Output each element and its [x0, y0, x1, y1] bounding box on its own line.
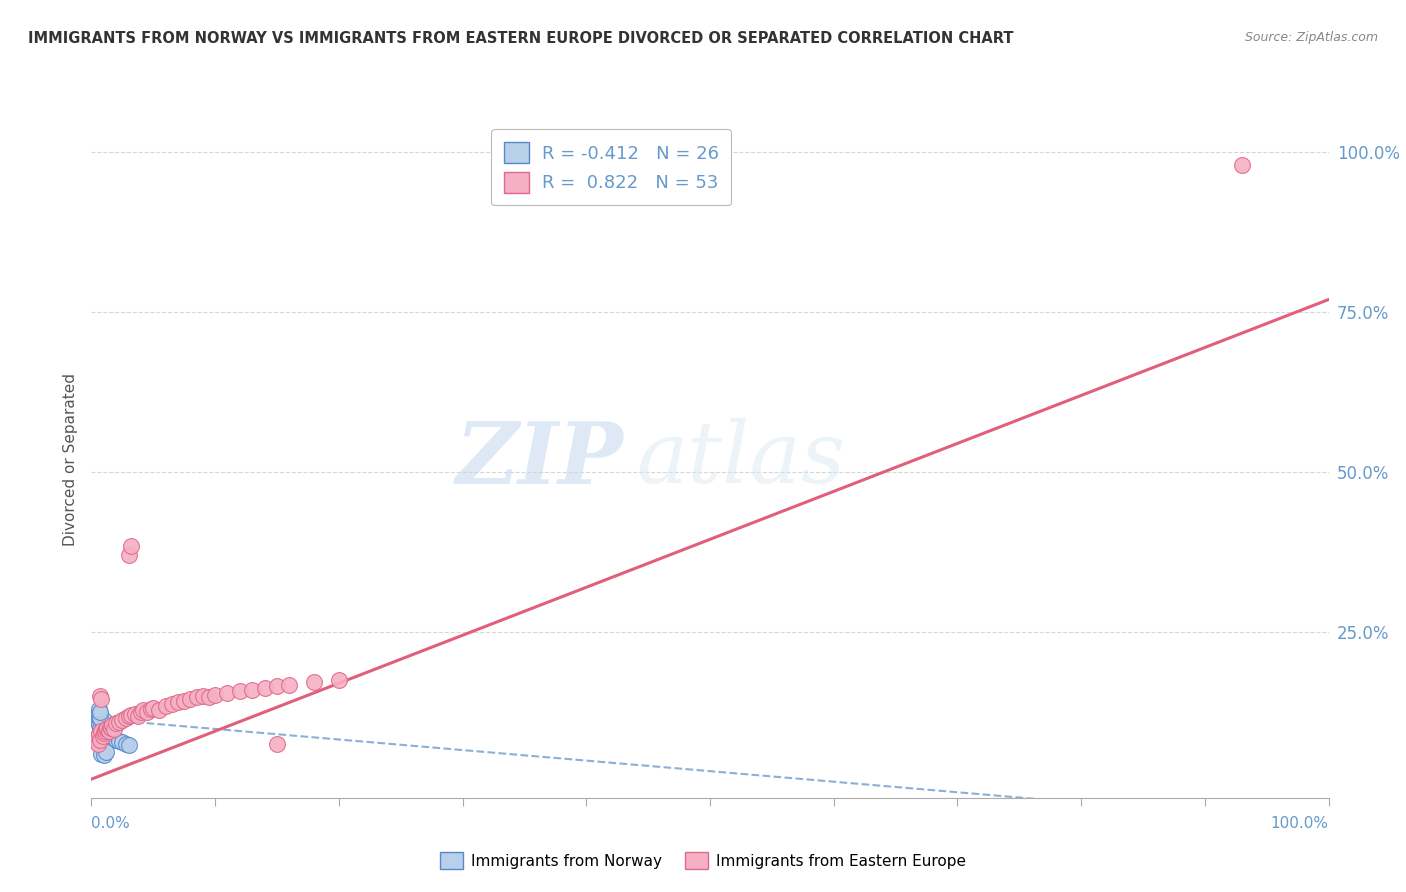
Point [97, 725, 120, 739]
Point [229, 684, 252, 698]
Point [90, 692, 112, 706]
Legend: Immigrants from Norway, Immigrants from Eastern Europe: Immigrants from Norway, Immigrants from … [434, 846, 972, 875]
Point [89, 732, 111, 747]
Point [94, 721, 117, 735]
Point [127, 709, 149, 723]
Point [91, 715, 114, 730]
Point [107, 714, 129, 729]
Point [86, 708, 108, 723]
Point [89, 705, 111, 719]
Point [86, 737, 108, 751]
Point [111, 735, 134, 749]
Point [87, 727, 110, 741]
Text: IMMIGRANTS FROM NORWAY VS IMMIGRANTS FROM EASTERN EUROPE DIVORCED OR SEPARATED C: IMMIGRANTS FROM NORWAY VS IMMIGRANTS FRO… [28, 31, 1014, 46]
Y-axis label: Divorced or Separated: Divorced or Separated [62, 373, 77, 546]
Point [136, 705, 159, 719]
Point [90, 724, 112, 739]
Point [117, 738, 139, 752]
Point [90, 747, 112, 761]
Point [117, 549, 139, 563]
Point [115, 711, 138, 725]
Point [93, 747, 115, 762]
Point [155, 698, 177, 713]
Point [240, 682, 263, 697]
Point [89, 721, 111, 735]
Point [91, 729, 114, 743]
Point [217, 686, 239, 700]
Point [117, 709, 139, 723]
Point [120, 539, 142, 553]
Point [103, 731, 125, 745]
Point [120, 708, 142, 723]
Point [87, 709, 110, 723]
Point [278, 677, 301, 691]
Point [191, 689, 214, 703]
Text: ZIP: ZIP [456, 417, 623, 501]
Point [98, 727, 121, 741]
Point [129, 705, 152, 719]
Point [1230, 158, 1253, 172]
Point [179, 692, 201, 706]
Text: Source: ZipAtlas.com: Source: ZipAtlas.com [1244, 31, 1378, 45]
Point [84, 733, 107, 747]
Legend: R = -0.412   N = 26, R =  0.822   N = 53: R = -0.412 N = 26, R = 0.822 N = 53 [491, 129, 731, 205]
Point [105, 715, 128, 730]
Point [328, 673, 350, 687]
Point [87, 702, 110, 716]
Point [302, 675, 325, 690]
Point [105, 732, 128, 747]
Point [204, 688, 226, 702]
Point [86, 731, 108, 745]
Point [94, 723, 117, 738]
Point [124, 706, 146, 721]
Point [132, 703, 155, 717]
Point [100, 729, 122, 743]
Point [96, 745, 118, 759]
Point [253, 681, 276, 696]
Point [89, 689, 111, 703]
Point [89, 711, 111, 725]
Point [96, 721, 118, 735]
Point [90, 724, 112, 739]
Point [101, 718, 124, 732]
Point [198, 690, 221, 705]
Point [266, 680, 288, 694]
Point [111, 714, 134, 728]
Point [87, 718, 110, 732]
Point [97, 724, 120, 739]
Point [266, 737, 288, 751]
Point [96, 724, 118, 739]
Text: 0.0%: 0.0% [91, 816, 131, 830]
Point [96, 723, 118, 737]
Point [86, 711, 108, 725]
Point [160, 697, 183, 711]
Point [115, 737, 138, 751]
Point [142, 700, 165, 714]
Text: 100.0%: 100.0% [1271, 816, 1329, 830]
Point [139, 702, 162, 716]
Point [100, 721, 122, 735]
Point [93, 726, 115, 740]
Point [93, 714, 115, 728]
Point [186, 690, 208, 705]
Point [98, 720, 121, 734]
Point [173, 694, 195, 708]
Point [96, 723, 118, 737]
Point [148, 703, 170, 717]
Point [107, 733, 129, 747]
Text: atlas: atlas [636, 418, 845, 500]
Point [103, 723, 125, 737]
Point [167, 695, 190, 709]
